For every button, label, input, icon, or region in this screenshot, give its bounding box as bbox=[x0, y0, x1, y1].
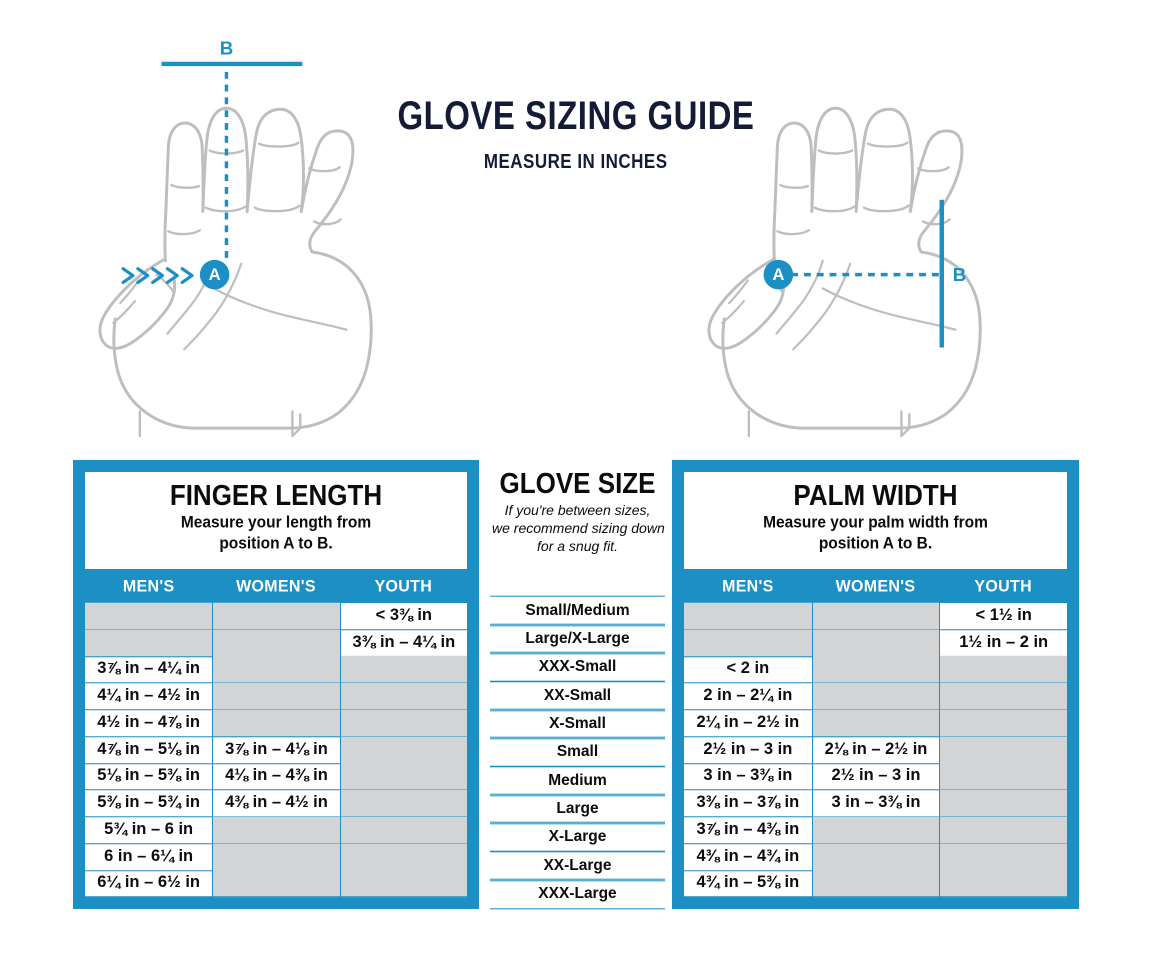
svg-text:A: A bbox=[772, 265, 784, 284]
svg-text:B: B bbox=[220, 38, 233, 59]
svg-text:A: A bbox=[209, 265, 221, 284]
svg-text:B: B bbox=[953, 264, 967, 285]
